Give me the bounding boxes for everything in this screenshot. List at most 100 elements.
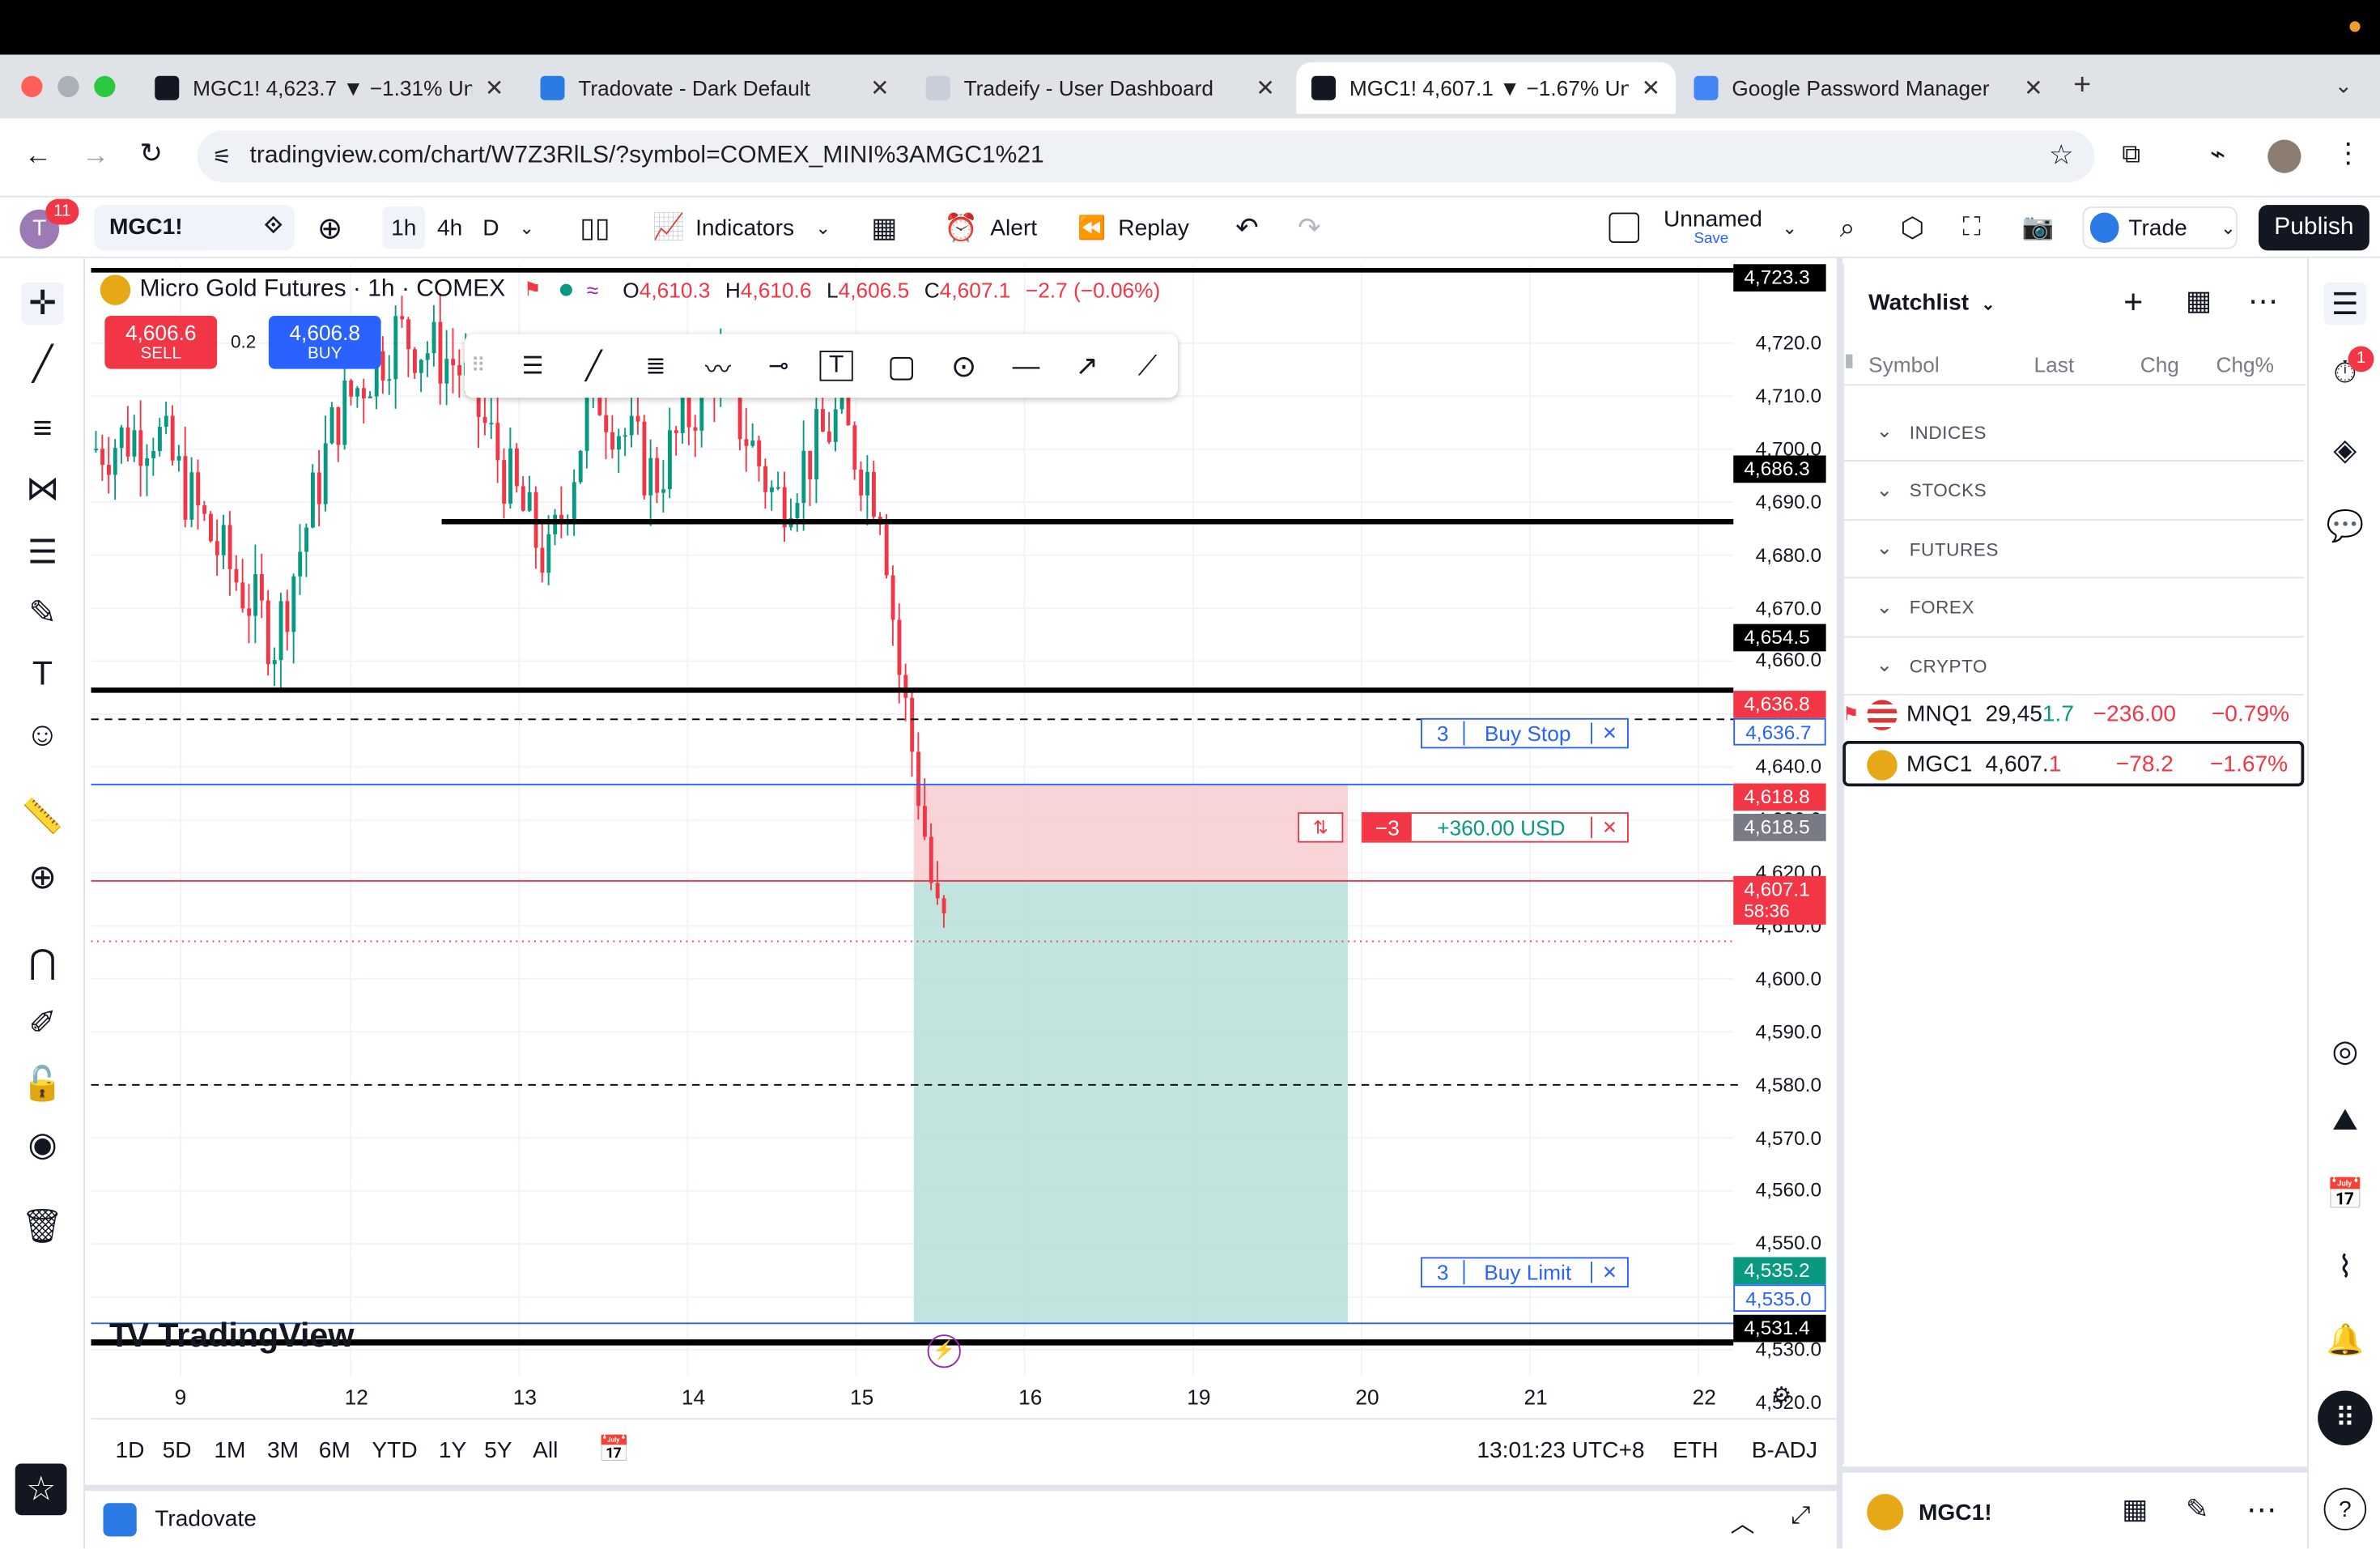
forecasting-icon[interactable]: ☰ xyxy=(27,533,57,571)
window-minimize-button[interactable] xyxy=(57,75,79,97)
calendar-icon[interactable]: 📅 xyxy=(2326,1177,2365,1211)
watchlist-section[interactable]: ⌄ FUTURES xyxy=(1842,521,2305,579)
range-button[interactable]: 5Y xyxy=(484,1437,512,1464)
reload-icon[interactable]: ↻ xyxy=(139,138,163,169)
layout-save-label[interactable]: Save xyxy=(1694,231,1729,248)
range-button[interactable]: 1Y xyxy=(438,1437,467,1464)
col-chg-pct[interactable]: Chg% xyxy=(2216,352,2275,377)
browser-tab[interactable]: Tradovate - Dark Default ✕ xyxy=(525,62,905,114)
trade-chevron-icon[interactable]: ⌄ xyxy=(2221,217,2236,239)
reverse-position-button[interactable]: ⇅ xyxy=(1298,812,1344,843)
tab-close-icon[interactable]: ✕ xyxy=(2024,75,2043,102)
watchlist-icon[interactable]: ☰ xyxy=(2323,282,2367,326)
layout-chevron-icon[interactable]: ⌄ xyxy=(1782,217,1798,239)
interval-1h[interactable]: 1h xyxy=(382,206,425,249)
price-range-icon[interactable]: ≣ xyxy=(645,353,666,380)
footer-symbol[interactable]: MGC1! xyxy=(1919,1500,1992,1526)
interval-d[interactable]: D xyxy=(482,215,499,241)
indicators-chevron-icon[interactable]: ⌄ xyxy=(815,217,831,239)
replay-button[interactable]: ⏪ Replay xyxy=(1077,206,1189,249)
position-widget[interactable]: −3 +360.00 USD ✕ xyxy=(1361,812,1629,843)
col-symbol[interactable]: Symbol xyxy=(1868,352,1940,377)
profile-avatar[interactable] xyxy=(2267,139,2301,173)
watchlist-more-icon[interactable]: ⋯ xyxy=(2247,285,2279,319)
watchlist-section[interactable]: ⌄ STOCKS xyxy=(1842,462,2305,521)
panel-collapse-chevron-icon[interactable]: ︿ xyxy=(1730,1512,1755,1538)
buy-limit-order[interactable]: 3 Buy Limit ✕ xyxy=(1421,1257,1629,1287)
fullscreen-icon[interactable]: ⛶ xyxy=(1962,212,1981,242)
footer-layout-icon[interactable]: ▦ xyxy=(2122,1494,2148,1525)
buy-stop-close-icon[interactable]: ✕ xyxy=(1591,722,1627,744)
section-chevron-icon[interactable]: ⌄ xyxy=(1876,419,1893,442)
trend-line-icon[interactable]: ╱ xyxy=(32,344,53,383)
text-box-icon[interactable]: T xyxy=(819,351,853,381)
horizontal-ray-icon[interactable]: ⊸ xyxy=(768,353,789,380)
layout-name[interactable]: Unnamed xyxy=(1664,206,1762,232)
watchlist-section[interactable]: ⌄ FOREX xyxy=(1842,579,2305,637)
emoji-icon[interactable]: ☺ xyxy=(25,715,60,753)
bookmark-star-icon[interactable]: ☆ xyxy=(2048,139,2074,171)
browser-tab[interactable]: MGC1! 4,623.7 ▼ −1.31% Unn ✕ xyxy=(140,62,520,114)
footer-more-icon[interactable]: ⋯ xyxy=(2246,1494,2277,1528)
rectangle-icon[interactable]: ▢ xyxy=(887,350,916,384)
interval-dropdown-chevron-icon[interactable]: ⌄ xyxy=(519,217,535,239)
site-info-icon[interactable]: ⚟ xyxy=(212,143,232,168)
undo-icon[interactable]: ↶ xyxy=(1235,211,1259,243)
zoom-in-icon[interactable]: ⊕ xyxy=(28,857,57,896)
back-arrow-icon[interactable]: ← xyxy=(24,139,52,171)
symbol-search[interactable]: MGC1! ⟐ xyxy=(94,205,295,251)
settings-icon[interactable]: ⬡ xyxy=(1900,211,1924,243)
ideas-target-icon[interactable]: ◎ xyxy=(2331,1034,2359,1069)
footer-edit-icon[interactable]: ✎ xyxy=(2186,1494,2209,1525)
line-tool-icon[interactable]: ╱ xyxy=(584,350,602,381)
col-chg[interactable]: Chg xyxy=(2140,352,2179,377)
trend-angle-icon[interactable]: ⟋ xyxy=(1137,350,1158,381)
extensions-icon[interactable]: ⧉ xyxy=(2122,139,2141,169)
forward-arrow-icon[interactable]: → xyxy=(82,139,109,171)
price-chart[interactable] xyxy=(91,264,1837,1376)
close-position-icon[interactable]: ✕ xyxy=(1591,816,1627,838)
tradingview-watermark[interactable]: TV TradingView xyxy=(109,1317,354,1356)
tab-close-icon[interactable]: ✕ xyxy=(870,75,890,102)
help-icon[interactable]: ? xyxy=(2323,1487,2367,1530)
legend-title[interactable]: Micro Gold Futures · 1h · COMEX xyxy=(139,276,506,303)
arrow-icon[interactable]: ↗ xyxy=(1075,350,1099,381)
tab-close-icon[interactable]: ✕ xyxy=(484,75,504,102)
range-button[interactable]: 6M xyxy=(318,1437,351,1464)
events-lightning-icon[interactable]: ⚡ xyxy=(927,1334,961,1368)
tab-search-chevron-icon[interactable]: ⌄ xyxy=(2334,73,2352,97)
watchlist-section[interactable]: ⌄ INDICES xyxy=(1842,404,2305,462)
long-position-icon[interactable]: ☰ xyxy=(521,353,544,380)
address-bar[interactable]: ⚟ tradingview.com/chart/W7Z3RlLS/?symbol… xyxy=(197,130,2095,182)
symbol-alert-icon[interactable]: ⟐ xyxy=(264,212,283,239)
indicators-button[interactable]: 📈 Indicators ⌄ xyxy=(652,206,831,249)
magnet-icon[interactable]: ⋂ xyxy=(28,943,57,981)
adjustment-toggle[interactable]: B-ADJ xyxy=(1751,1437,1818,1464)
user-avatar[interactable]: T xyxy=(19,209,60,249)
notifications-bell-icon[interactable]: 🔔 xyxy=(2326,1323,2365,1357)
browser-tab[interactable]: Tradeify - User Dashboard ✕ xyxy=(911,62,1290,114)
chart-type-candles-icon[interactable]: ▯▯ xyxy=(580,211,610,243)
add-symbol-icon[interactable]: + xyxy=(2123,282,2144,321)
redo-icon[interactable]: ↷ xyxy=(1298,211,1321,243)
new-tab-button[interactable]: + xyxy=(2073,68,2092,102)
streams-icon[interactable]: ⌇ xyxy=(2337,1250,2353,1284)
trade-button[interactable]: Trade ⌄ xyxy=(2082,206,2238,249)
buy-stop-order[interactable]: 3 Buy Stop ✕ xyxy=(1421,717,1629,749)
date-range-calendar-icon[interactable]: 📅 xyxy=(597,1434,631,1464)
layout-checkbox[interactable] xyxy=(1609,212,1639,243)
horizontal-line-icon[interactable]: — xyxy=(1012,350,1040,381)
range-button[interactable]: YTD xyxy=(372,1437,418,1464)
broker-name[interactable]: Tradovate xyxy=(155,1506,257,1532)
brush-icon[interactable]: ✎ xyxy=(28,594,57,632)
trash-icon[interactable]: 🗑 xyxy=(21,1206,64,1245)
range-button[interactable]: 1M xyxy=(214,1437,246,1464)
col-last[interactable]: Last xyxy=(2034,352,2075,377)
watchlist-title[interactable]: Watchlist ⌄ xyxy=(1868,290,1995,316)
extension-icon[interactable]: ⌁ xyxy=(2210,139,2226,169)
browser-tab[interactable]: MGC1! 4,607.1 ▼ −1.67% Unn ✕ xyxy=(1296,62,1676,114)
section-chevron-icon[interactable]: ⌄ xyxy=(1876,535,1893,559)
range-button[interactable]: 1D xyxy=(115,1437,145,1464)
window-close-button[interactable] xyxy=(21,75,43,97)
publish-button[interactable]: Publish xyxy=(2259,205,2369,251)
